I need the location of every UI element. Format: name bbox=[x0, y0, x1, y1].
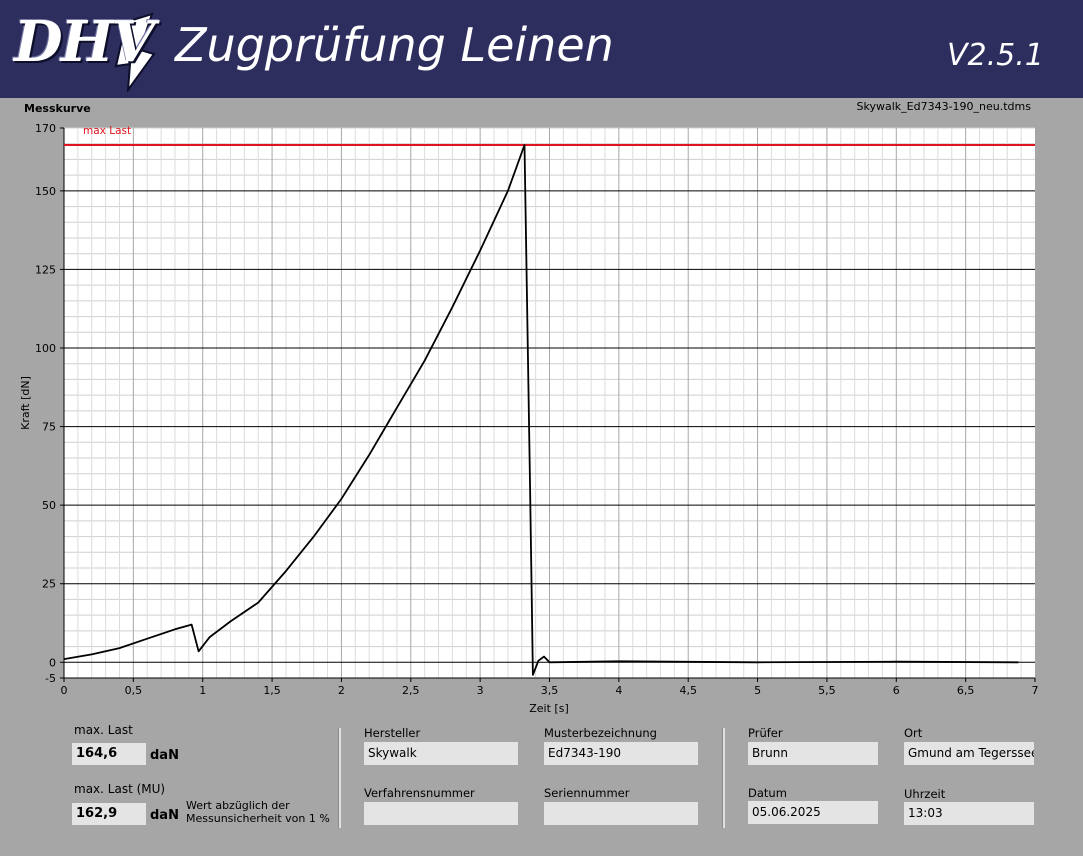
y-tick-label: 150 bbox=[35, 185, 56, 198]
seriennummer-label: Seriennummer bbox=[544, 786, 630, 800]
pruefer-field[interactable]: Brunn bbox=[748, 742, 878, 765]
uhrzeit-label: Uhrzeit bbox=[904, 787, 946, 801]
max-last-line-label: max Last bbox=[83, 125, 131, 137]
major-grid bbox=[64, 128, 1035, 678]
max-last-mu-value: 162,9 bbox=[72, 803, 146, 825]
x-tick-label: 1 bbox=[199, 684, 206, 697]
dhv-logo: DHV bbox=[14, 10, 156, 92]
mu-note-line1: Wert abzüglich der bbox=[186, 799, 290, 812]
seriennummer-field[interactable] bbox=[544, 802, 698, 825]
y-tick-label: 25 bbox=[42, 578, 56, 591]
x-tick-label: 2,5 bbox=[402, 684, 420, 697]
force-curve-line bbox=[63, 144, 1019, 676]
x-tick-label: 1,5 bbox=[263, 684, 281, 697]
y-tick-label: -5 bbox=[45, 672, 56, 685]
panel-separator-2 bbox=[722, 728, 725, 828]
musterbezeichnung-field[interactable]: Ed7343-190 bbox=[544, 742, 698, 765]
pruefer-label: Prüfer bbox=[748, 726, 783, 740]
y-tick-label: 75 bbox=[42, 421, 56, 434]
max-last-reference: max Last bbox=[64, 125, 1035, 146]
x-tick-label: 4 bbox=[615, 684, 622, 697]
max-last-mu-label: max. Last (MU) bbox=[74, 782, 166, 796]
x-tick-label: 3,5 bbox=[541, 684, 559, 697]
mu-note: Wert abzüglich der Messunsicherheit von … bbox=[186, 799, 330, 825]
x-tick-label: 5 bbox=[754, 684, 761, 697]
x-tick-label: 2 bbox=[338, 684, 345, 697]
app-header: DHV Zugprüfung Leinen V2.5.1 bbox=[0, 0, 1083, 98]
x-tick-label: 7 bbox=[1032, 684, 1039, 697]
ort-label: Ort bbox=[904, 726, 923, 740]
x-tick-label: 6,5 bbox=[957, 684, 975, 697]
datum-label: Datum bbox=[748, 786, 787, 800]
x-tick-label: 3 bbox=[477, 684, 484, 697]
x-tick-label: 0,5 bbox=[125, 684, 143, 697]
max-last-label: max. Last bbox=[74, 723, 133, 737]
verfahrensnummer-label: Verfahrensnummer bbox=[364, 786, 475, 800]
panel-separator-1 bbox=[338, 728, 341, 828]
x-tick-label: 0 bbox=[61, 684, 68, 697]
x-tick-label: 6 bbox=[893, 684, 900, 697]
file-name: Skywalk_Ed7343-190_neu.tdms bbox=[856, 100, 1031, 113]
verfahrensnummer-field[interactable] bbox=[364, 802, 518, 825]
ort-field[interactable]: Gmund am Tegerssee bbox=[904, 742, 1034, 765]
x-tick-labels: 0 0,5 1 1,5 2 2,5 3 3,5 4 4,5 5 5,5 6 6,5 7 bbox=[61, 678, 1039, 697]
hersteller-label: Hersteller bbox=[364, 726, 421, 740]
logo-text: DHV bbox=[14, 9, 155, 75]
series-layer bbox=[63, 144, 1019, 676]
chart-section-title: Messkurve bbox=[24, 102, 91, 115]
x-axis-label: Zeit [s] bbox=[529, 702, 568, 715]
y-tick-labels: -5 0 25 50 75 100 125 150 170 bbox=[35, 122, 64, 685]
app-title: Zugprüfung Leinen bbox=[175, 18, 614, 72]
hersteller-field[interactable]: Skywalk bbox=[364, 742, 518, 765]
datum-field[interactable]: 05.06.2025 bbox=[748, 801, 878, 824]
x-tick-label: 5,5 bbox=[818, 684, 836, 697]
measurement-chart: max Last 0 0,5 1 1,5 2 2,5 3 3,5 4 4,5 5 5,5 6 6,5 7 -… bbox=[19, 122, 1039, 715]
y-axis-label: Kraft [dN] bbox=[19, 376, 32, 430]
mu-note-line2: Messunsicherheit von 1 % bbox=[186, 812, 330, 825]
y-tick-label: 50 bbox=[42, 499, 56, 512]
musterbezeichnung-label: Musterbezeichnung bbox=[544, 726, 657, 740]
y-tick-label: 0 bbox=[49, 656, 56, 669]
y-tick-label: 125 bbox=[35, 263, 56, 276]
x-tick-label: 4,5 bbox=[679, 684, 697, 697]
y-tick-label: 100 bbox=[35, 342, 56, 355]
uhrzeit-field[interactable]: 13:03 bbox=[904, 802, 1034, 825]
y-tick-label: 170 bbox=[35, 122, 56, 135]
max-last-unit: daN bbox=[150, 748, 179, 763]
max-last-value: 164,6 bbox=[72, 743, 146, 765]
max-last-mu-unit: daN bbox=[150, 808, 179, 823]
version-label: V2.5.1 bbox=[947, 38, 1044, 73]
